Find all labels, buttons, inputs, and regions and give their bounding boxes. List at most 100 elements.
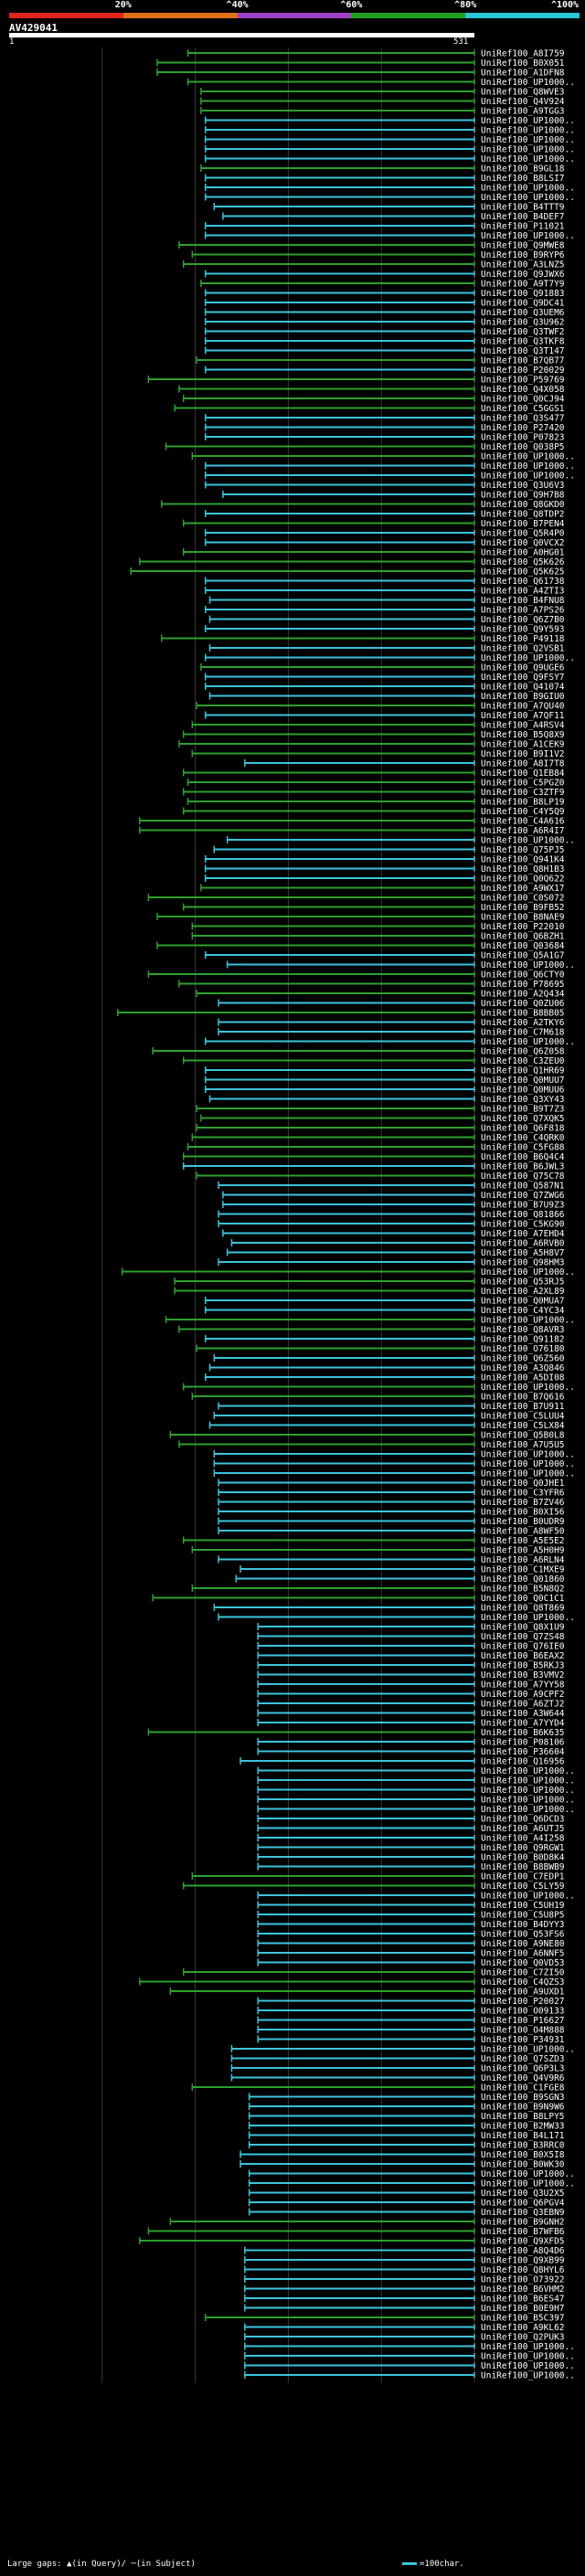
hit-label[interactable]: UniRef100_A6NNF5: [481, 1949, 565, 1959]
hit-label[interactable]: UniRef100_Q2PUK3: [481, 2333, 565, 2343]
hit-label[interactable]: UniRef100_B4L171: [481, 2131, 565, 2141]
hit-label[interactable]: UniRef100_B7PEN4: [481, 519, 565, 529]
hit-label[interactable]: UniRef100_B6K635: [481, 1728, 565, 1738]
hit-label[interactable]: UniRef100_B8BWB9: [481, 1862, 565, 1872]
hit-label[interactable]: UniRef100_Q3S477: [481, 414, 565, 424]
hit-label[interactable]: UniRef100_Q7ZS48: [481, 1632, 565, 1642]
hit-label[interactable]: UniRef100_B0D8K4: [481, 1853, 565, 1863]
hit-label[interactable]: UniRef100_C7EDP1: [481, 1872, 565, 1882]
hit-label[interactable]: UniRef100_B6EAX2: [481, 1651, 565, 1661]
hit-label[interactable]: UniRef100_Q8TDP2: [481, 510, 565, 520]
hit-label[interactable]: UniRef100_B9RYP6: [481, 250, 565, 260]
hit-label[interactable]: UniRef100_UP1000..: [481, 1469, 575, 1479]
hit-label[interactable]: UniRef100_C3ZEU0: [481, 1056, 565, 1066]
hit-label[interactable]: UniRef100_Q75C78: [481, 1171, 565, 1182]
hit-label[interactable]: UniRef100_C4QRK0: [481, 1133, 565, 1143]
hit-label[interactable]: UniRef100_O09133: [481, 2007, 565, 2017]
hit-label[interactable]: UniRef100_P59769: [481, 376, 565, 386]
hit-label[interactable]: UniRef100_Q91883: [481, 289, 565, 299]
hit-label[interactable]: UniRef100_Q41074: [481, 683, 565, 693]
hit-label[interactable]: UniRef100_B6JWL3: [481, 1162, 565, 1172]
hit-label[interactable]: UniRef100_Q1EB84: [481, 769, 565, 779]
hit-label[interactable]: UniRef100_Q0C1C1: [481, 1594, 565, 1604]
hit-label[interactable]: UniRef100_P16627: [481, 2016, 565, 2026]
hit-label[interactable]: UniRef100_Q75PJ5: [481, 845, 565, 855]
hit-label[interactable]: UniRef100_A4ZTI3: [481, 587, 565, 597]
hit-label[interactable]: UniRef100_UP1000..: [481, 653, 575, 663]
hit-label[interactable]: UniRef100_B9T7Z3: [481, 1105, 565, 1115]
hit-label[interactable]: UniRef100_Q3UEM6: [481, 308, 565, 318]
hit-label[interactable]: UniRef100_B9SGN3: [481, 2093, 565, 2103]
hit-label[interactable]: UniRef100_B4DYY3: [481, 1920, 565, 1930]
hit-label[interactable]: UniRef100_A8Q4D6: [481, 2246, 565, 2256]
hit-label[interactable]: UniRef100_B9N9W6: [481, 2103, 565, 2113]
hit-label[interactable]: UniRef100_A7U5U5: [481, 1440, 565, 1450]
hit-label[interactable]: UniRef100_UP1000..: [481, 960, 575, 970]
hit-label[interactable]: UniRef100_C5KG90: [481, 1220, 565, 1230]
hit-label[interactable]: UniRef100_C5LY59: [481, 1882, 565, 1892]
hit-label[interactable]: UniRef100_A5H0H9: [481, 1546, 565, 1556]
hit-label[interactable]: UniRef100_Q76IE0: [481, 1642, 565, 1652]
hit-label[interactable]: UniRef100_B8LPY5: [481, 2112, 565, 2122]
hit-label[interactable]: UniRef100_Q3TKF8: [481, 337, 565, 347]
hit-label[interactable]: UniRef100_Q6CTY0: [481, 970, 565, 981]
hit-label[interactable]: UniRef100_A7YY58: [481, 1680, 565, 1691]
hit-label[interactable]: UniRef100_B8NAE9: [481, 913, 565, 923]
hit-label[interactable]: UniRef100_UP1000..: [481, 116, 575, 126]
hit-label[interactable]: UniRef100_UP1000..: [481, 1037, 575, 1047]
hit-label[interactable]: UniRef100_B5RKJ3: [481, 1661, 565, 1671]
hit-label[interactable]: UniRef100_Q9MWE8: [481, 241, 565, 251]
hit-label[interactable]: UniRef100_A2XL89: [481, 1287, 565, 1297]
hit-label[interactable]: UniRef100_C5LUU4: [481, 1412, 565, 1422]
hit-label[interactable]: UniRef100_A7EHD4: [481, 1229, 565, 1239]
hit-label[interactable]: UniRef100_UP1000..: [481, 1450, 575, 1460]
hit-label[interactable]: UniRef100_UP1000..: [481, 472, 575, 482]
hit-label[interactable]: UniRef100_A6RLN4: [481, 1555, 565, 1565]
hit-label[interactable]: UniRef100_Q3U6V3: [481, 481, 565, 491]
hit-label[interactable]: UniRef100_UP1000..: [481, 2169, 575, 2179]
hit-label[interactable]: UniRef100_Q6PGV4: [481, 2199, 565, 2209]
hit-label[interactable]: UniRef100_UP1000..: [481, 126, 575, 136]
hit-label[interactable]: UniRef100_Q9DC41: [481, 299, 565, 309]
hit-label[interactable]: UniRef100_A7PS26: [481, 606, 565, 616]
hit-label[interactable]: UniRef100_Q9H7B8: [481, 491, 565, 501]
hit-label[interactable]: UniRef100_Q53RJ5: [481, 1277, 565, 1288]
hit-label[interactable]: UniRef100_O76180: [481, 1344, 565, 1354]
hit-label[interactable]: UniRef100_A8I7T8: [481, 759, 565, 769]
hit-label[interactable]: UniRef100_B6VHM2: [481, 2284, 565, 2295]
hit-label[interactable]: UniRef100_UP1000..: [481, 78, 575, 88]
hit-label[interactable]: UniRef100_Q9Y593: [481, 625, 565, 635]
hit-label[interactable]: UniRef100_Q6BZH1: [481, 932, 565, 942]
hit-label[interactable]: UniRef100_P22010: [481, 922, 565, 932]
hit-label[interactable]: UniRef100_UP1000..: [481, 184, 575, 194]
hit-label[interactable]: UniRef100_UP1000..: [481, 452, 575, 462]
hit-label[interactable]: UniRef100_UP1000..: [481, 1805, 575, 1815]
hit-label[interactable]: UniRef100_B3RRC0: [481, 2141, 565, 2151]
hit-label[interactable]: UniRef100_B0XI56: [481, 1508, 565, 1518]
hit-label[interactable]: UniRef100_C4YC34: [481, 1306, 565, 1316]
hit-label[interactable]: UniRef100_UP1000..: [481, 836, 575, 846]
hit-label[interactable]: UniRef100_UP1000..: [481, 1766, 575, 1776]
hit-label[interactable]: UniRef100_A2TKY6: [481, 1018, 565, 1028]
hit-label[interactable]: UniRef100_A9NE80: [481, 1939, 565, 1949]
hit-label[interactable]: UniRef100_Q4X058: [481, 385, 565, 395]
hit-label[interactable]: UniRef100_Q81866: [481, 1210, 565, 1220]
hit-label[interactable]: UniRef100_Q3U2X5: [481, 2189, 565, 2199]
hit-label[interactable]: UniRef100_UP1000..: [481, 193, 575, 203]
hit-label[interactable]: UniRef100_Q0CJ94: [481, 395, 565, 405]
hit-label[interactable]: UniRef100_Q9RGW1: [481, 1843, 565, 1853]
hit-label[interactable]: UniRef100_B0X051: [481, 58, 565, 69]
hit-label[interactable]: UniRef100_A8I759: [481, 49, 565, 59]
hit-label[interactable]: UniRef100_UP1000..: [481, 2371, 575, 2381]
hit-label[interactable]: UniRef100_A3Q846: [481, 1363, 565, 1373]
hit-label[interactable]: UniRef100_A5H8V7: [481, 1248, 565, 1258]
hit-label[interactable]: UniRef100_Q01860: [481, 1574, 565, 1585]
hit-label[interactable]: UniRef100_B7QB77: [481, 356, 565, 366]
hit-label[interactable]: UniRef100_Q1HR69: [481, 1066, 565, 1076]
hit-label[interactable]: UniRef100_Q2VSB1: [481, 644, 565, 654]
hit-label[interactable]: UniRef100_UP1000..: [481, 231, 575, 241]
hit-label[interactable]: UniRef100_Q6Z058: [481, 1047, 565, 1057]
hit-label[interactable]: UniRef100_B9GIU0: [481, 692, 565, 702]
hit-label[interactable]: UniRef100_A9T7Y9: [481, 280, 565, 290]
hit-label[interactable]: UniRef100_Q4V9R6: [481, 2073, 565, 2083]
